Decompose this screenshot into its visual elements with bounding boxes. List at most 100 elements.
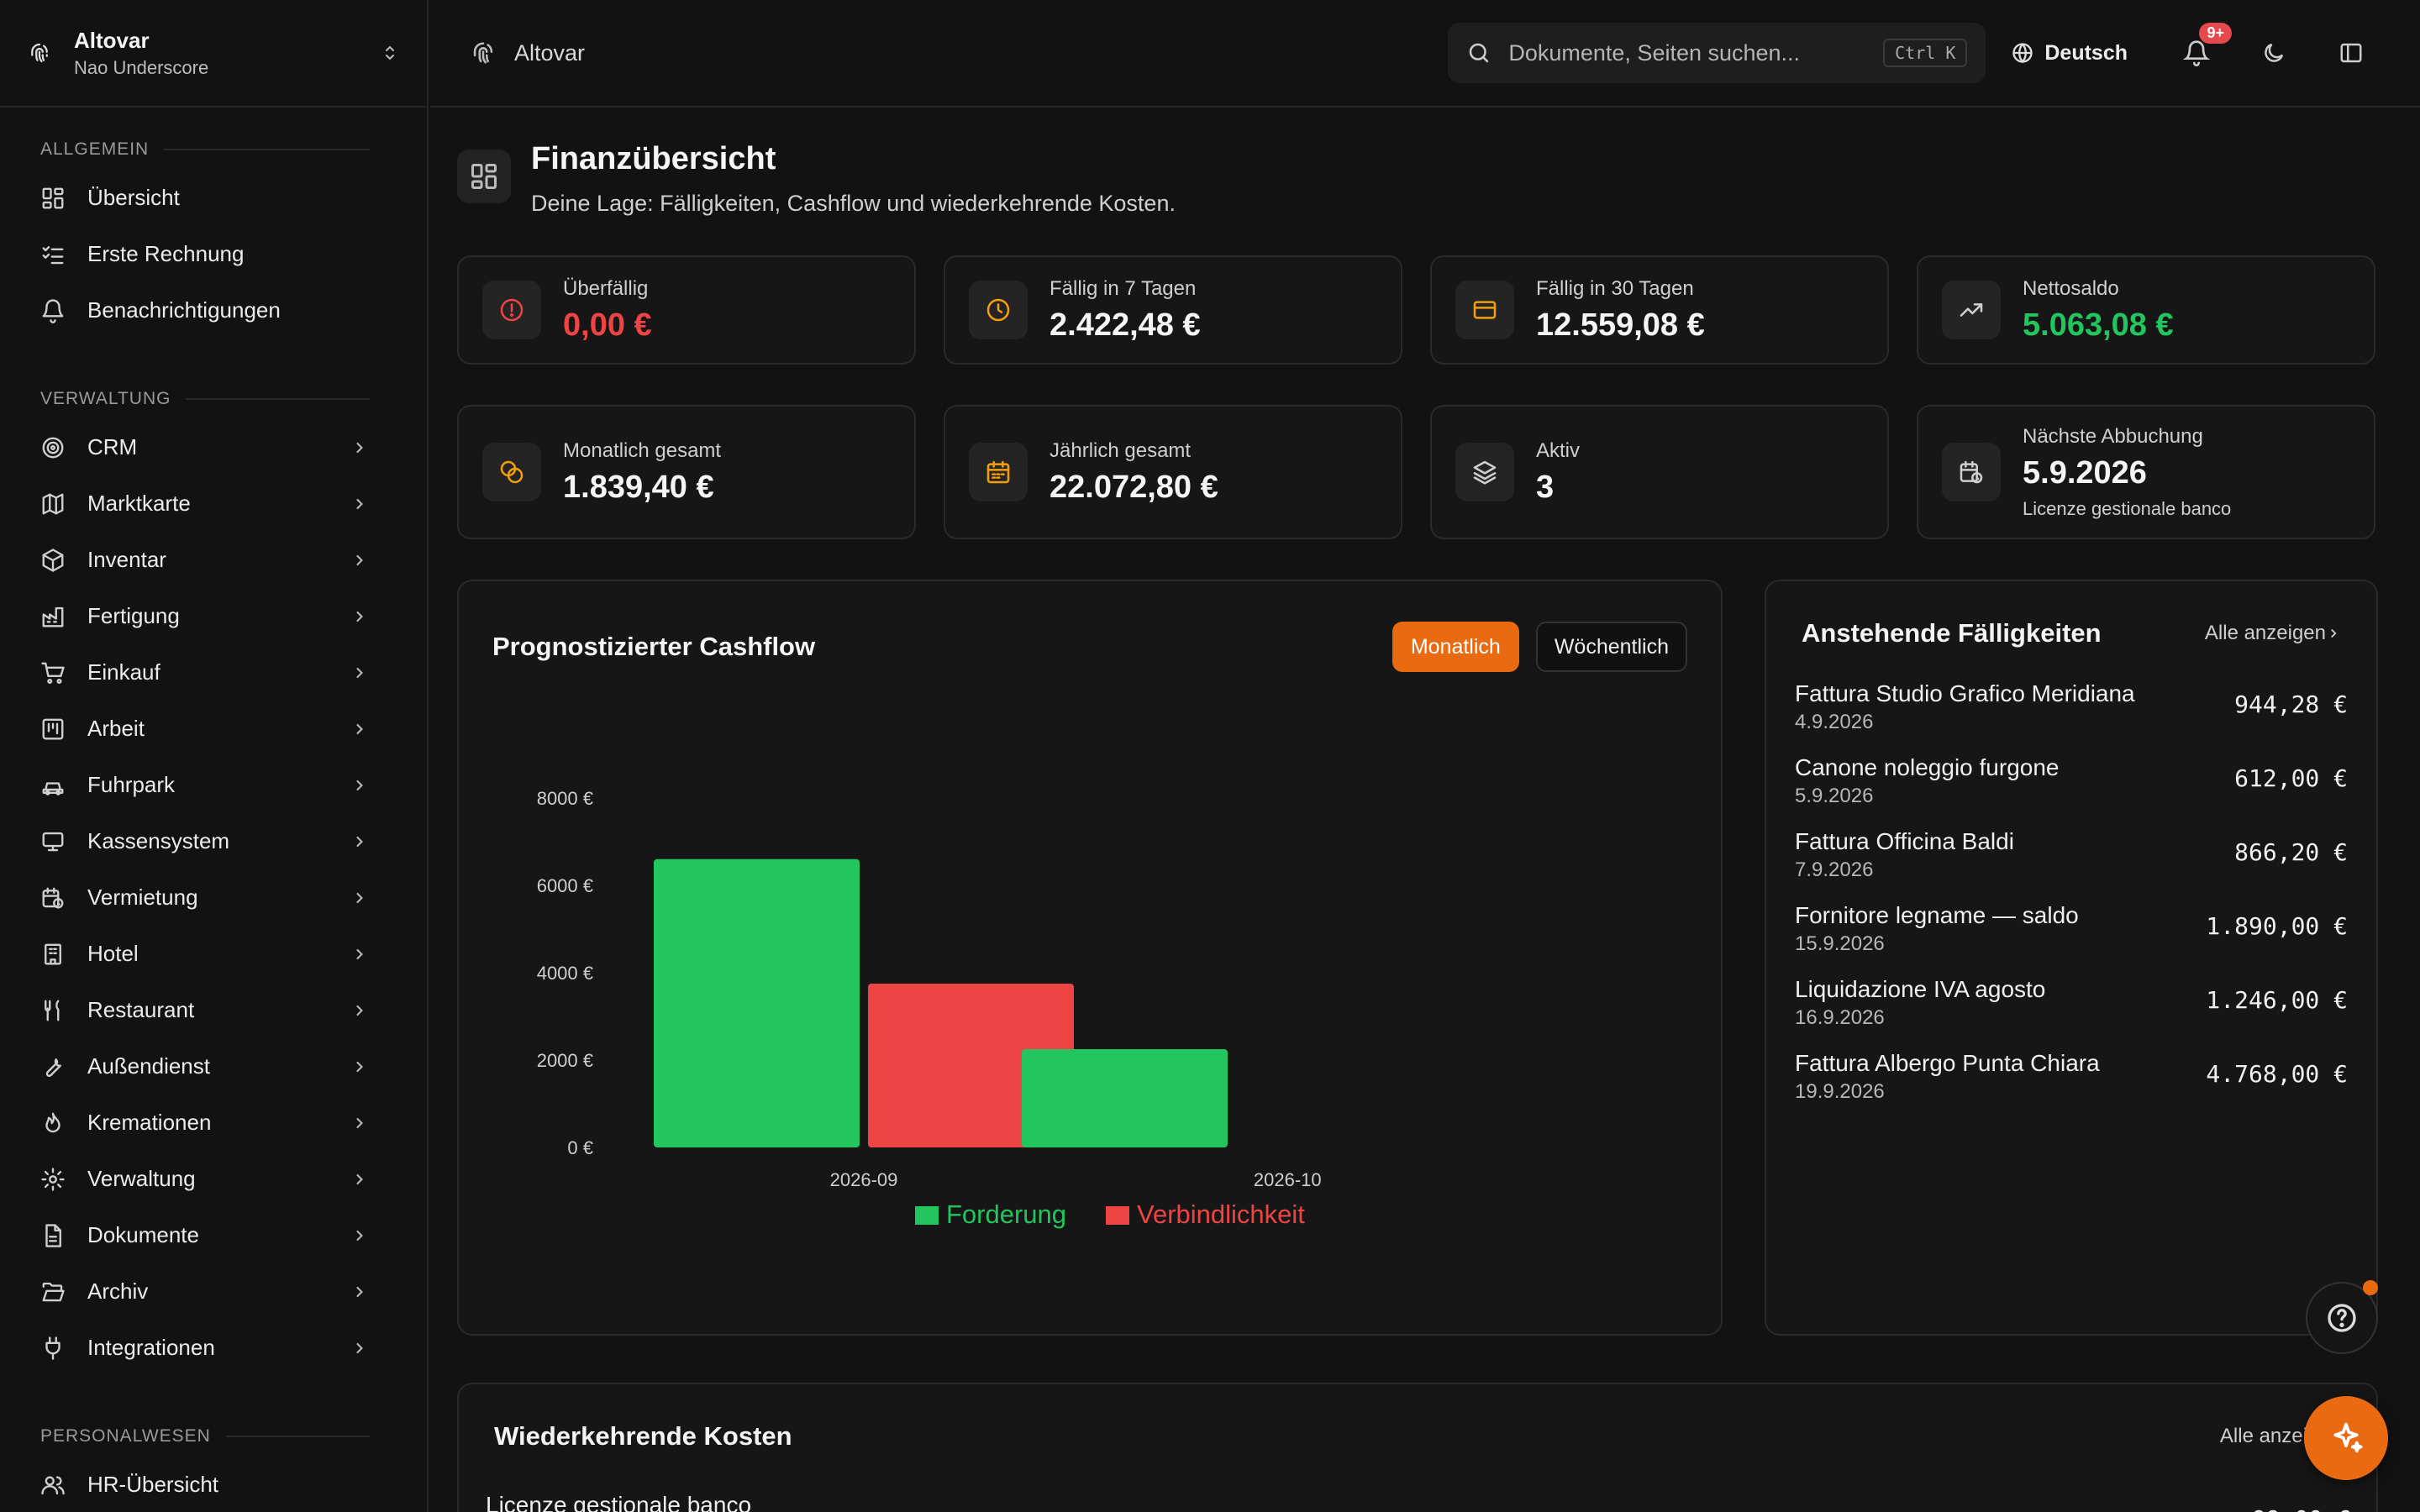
upcoming-item-amount: 866,20 €: [2234, 838, 2348, 866]
upcoming-item-title: Liquidazione IVA agosto: [1795, 976, 2046, 1002]
sidebar-section-title: PERSONALWESEN: [0, 1415, 427, 1457]
theme-toggle-button[interactable]: [2257, 36, 2291, 70]
upcoming-item-date: 7.9.2026: [1795, 858, 1874, 881]
chevron-right-icon: [356, 1061, 363, 1072]
section-gap: [0, 1376, 427, 1415]
y-tick-label: 2000 €: [537, 1050, 593, 1071]
upcoming-item-date: 4.9.2026: [1795, 711, 1874, 733]
sparkles-icon: [2333, 1422, 2363, 1453]
upcoming-item-title: Fattura Officina Baldi: [1795, 828, 2014, 854]
building-icon: [45, 943, 61, 964]
language-switcher[interactable]: Deutsch: [2011, 41, 2128, 66]
monthly-toggle-button[interactable]: Monatlich: [1392, 622, 1519, 672]
sidebar-item[interactable]: Verwaltung: [0, 1151, 427, 1207]
legend-label: Forderung: [946, 1200, 1066, 1229]
sidebar-item[interactable]: Einkauf: [0, 644, 427, 701]
upcoming-item[interactable]: Fattura Studio Grafico Meridiana 4.9.2026…: [1795, 680, 2348, 754]
chevron-right-icon: [356, 836, 363, 847]
sidebar-item[interactable]: Kassensystem: [0, 813, 427, 869]
sidebar-item-label: Einkauf: [87, 659, 160, 685]
sidebar-item[interactable]: Integrationen: [0, 1320, 427, 1376]
sidebar-item-label: Integrationen: [87, 1335, 215, 1360]
y-tick-label: 8000 €: [537, 788, 593, 809]
sidebar-item[interactable]: Vermietung: [0, 869, 427, 926]
sidebar-item-label: Fuhrpark: [87, 772, 176, 797]
upcoming-item[interactable]: Canone noleggio furgone 5.9.2026 612,00 €: [1795, 754, 2348, 828]
sidebar-item[interactable]: Außendienst: [0, 1038, 427, 1095]
help-button[interactable]: [2306, 1280, 2378, 1354]
upcoming-item[interactable]: Fattura Officina Baldi 7.9.2026 866,20 €: [1795, 828, 2348, 902]
stat-value: 5.9.2026: [2023, 454, 2147, 491]
sidebar-item[interactable]: Inventar: [0, 532, 427, 588]
sidebar-section-title: ALLGEMEIN: [0, 128, 427, 170]
calendar-clock-icon: [42, 887, 64, 908]
users-icon: [41, 1475, 65, 1494]
chevron-right-icon: [356, 1342, 363, 1353]
sidebar-item[interactable]: Archiv: [0, 1263, 427, 1320]
car-icon: [42, 781, 64, 795]
sidebar-item[interactable]: Fertigung: [0, 588, 427, 644]
stat-label: Fällig in 7 Tagen: [1050, 276, 1197, 300]
file-icon: [45, 1223, 61, 1247]
sidebar-item[interactable]: HR-Übersicht: [0, 1457, 427, 1512]
upcoming-panel: Anstehende Fälligkeiten Alle anzeigen Fa…: [1765, 580, 2378, 1336]
sidebar-item[interactable]: Restaurant: [0, 982, 427, 1038]
recurring-first-item: Licenze gestionale banco: [486, 1492, 752, 1512]
chevron-right-icon: [356, 892, 363, 903]
sidebar-item[interactable]: CRM: [0, 419, 427, 475]
chevron-right-icon: [356, 1230, 363, 1241]
page-title: Finanzübersicht: [531, 141, 776, 176]
upcoming-item-amount: 944,28 €: [2234, 690, 2348, 718]
upcoming-item[interactable]: Fattura Albergo Punta Chiara 19.9.2026 4.7…: [1795, 1050, 2348, 1124]
upcoming-item-amount: 1.890,00 €: [2206, 912, 2348, 940]
workspace-switcher[interactable]: Altovar Nao Underscore: [0, 0, 427, 108]
upcoming-view-all-link[interactable]: Alle anzeigen: [2205, 622, 2341, 645]
upcoming-item-amount: 4.768,00 €: [2206, 1060, 2348, 1088]
layers-icon: [1473, 460, 1497, 485]
weekly-toggle-button[interactable]: Wöchentlich: [1535, 622, 1687, 672]
bar-forderung: [654, 858, 860, 1147]
stat-card: Jährlich gesamt 22.072,80 €: [944, 405, 1402, 539]
sidebar-item-label: Archiv: [87, 1278, 149, 1304]
stat-card: Fällig in 30 Tagen 12.559,08 €: [1430, 255, 1889, 365]
cashflow-chart: 0 € 2000 € 4000 € 6000 € 8000 € 2026-09 2026-1…: [537, 788, 1322, 1229]
utensils-icon: [45, 1000, 60, 1021]
ai-assistant-button[interactable]: [2304, 1396, 2388, 1480]
upcoming-item[interactable]: Liquidazione IVA agosto 16.9.2026 1.246,00…: [1795, 976, 2348, 1050]
x-tick-label: 2026-10: [1254, 1169, 1322, 1190]
stat-icon-wrap: [1942, 281, 2001, 339]
sidebar-item[interactable]: Fuhrpark: [0, 757, 427, 813]
sidebar-toggle-button[interactable]: [2334, 36, 2368, 70]
stat-icon-wrap: [1455, 281, 1514, 339]
sidebar-item[interactable]: Kremationen: [0, 1095, 427, 1151]
sidebar-item-label: Übersicht: [87, 185, 180, 210]
cashflow-title: Prognostizierter Cashflow: [492, 632, 816, 661]
notifications-button[interactable]: 9+: [2180, 23, 2232, 70]
dashboard-icon: [457, 150, 511, 203]
sidebar-item[interactable]: Erste Rechnung: [0, 226, 427, 282]
search-box[interactable]: Ctrl K: [1448, 23, 1986, 83]
upcoming-item[interactable]: Fornitore legname — saldo 15.9.2026 1.890,…: [1795, 902, 2348, 976]
factory-icon: [42, 606, 64, 627]
upcoming-item-amount: 1.246,00 €: [2206, 986, 2348, 1014]
sidebar-item-label: Hotel: [87, 941, 139, 966]
sidebar-item[interactable]: Marktkarte: [0, 475, 427, 532]
map-icon: [42, 493, 64, 514]
upcoming-list: Fattura Studio Grafico Meridiana 4.9.2026…: [1766, 648, 2376, 1124]
sidebar-item[interactable]: Dokumente: [0, 1207, 427, 1263]
workspace-name: Altovar: [74, 27, 150, 53]
search-input[interactable]: [1508, 39, 1884, 66]
upcoming-item-date: 19.9.2026: [1795, 1080, 1885, 1103]
credit-card-icon: [1473, 301, 1497, 319]
moon-icon: [2265, 43, 2284, 62]
sidebar-nav: ALLGEMEIN Übersicht Erste Rechnung Benachri…: [0, 108, 427, 1512]
stat-icon-wrap: [1942, 443, 2001, 501]
sidebar-item[interactable]: Arbeit: [0, 701, 427, 757]
sidebar-item[interactable]: Hotel: [0, 926, 427, 982]
grid-icon: [42, 187, 64, 208]
sidebar-item[interactable]: Benachrichtigungen: [0, 282, 427, 339]
stat-value: 5.063,08 €: [2023, 307, 2174, 343]
breadcrumb[interactable]: Altovar: [514, 39, 586, 66]
stat-icon-wrap: [1455, 443, 1514, 501]
sidebar-item[interactable]: Übersicht: [0, 170, 427, 226]
